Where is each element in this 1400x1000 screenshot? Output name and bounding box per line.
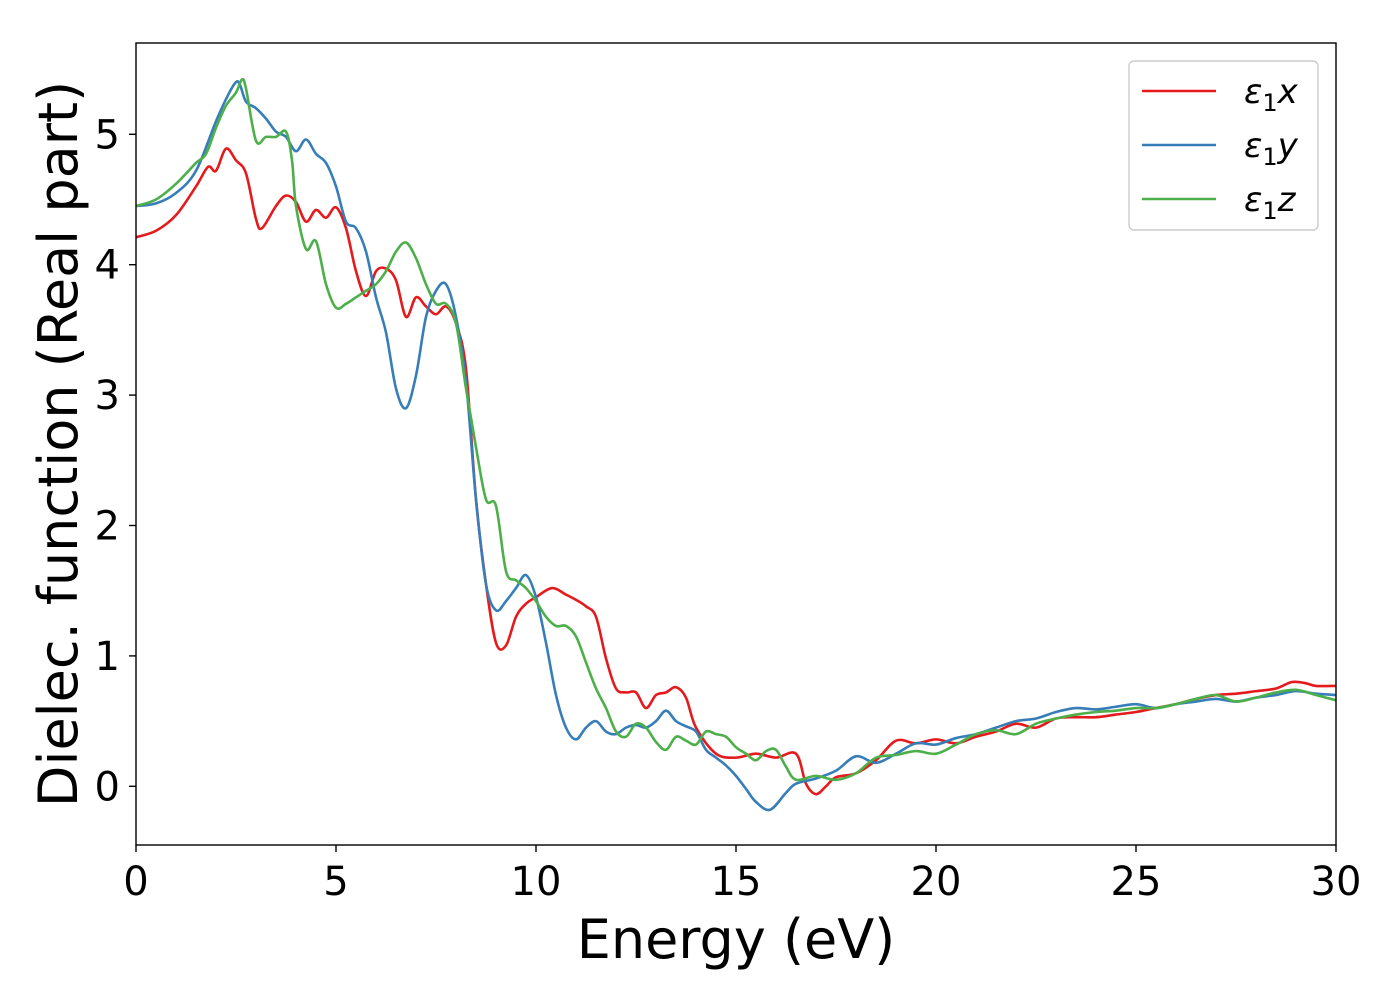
- legend-label: ε1y: [1244, 126, 1299, 171]
- series-line-e1y: [136, 80, 1336, 812]
- legend-subscript: 1: [1262, 197, 1277, 225]
- legend-symbol: ε: [1244, 180, 1262, 220]
- y-tick-label: 1: [95, 634, 120, 680]
- legend-axis-letter: x: [1277, 72, 1299, 112]
- y-tick-label: 0: [95, 764, 120, 810]
- x-tick-label: 10: [511, 859, 562, 905]
- y-tick-label: 2: [95, 504, 120, 550]
- y-tick-label: 4: [95, 243, 120, 289]
- y-axis: 0 1 2 3 4 5: [95, 112, 136, 810]
- x-tick-label: 15: [711, 859, 762, 905]
- x-axis: 0 5 10 15 20 25 30: [123, 845, 1361, 905]
- x-tick-label: 20: [911, 859, 962, 905]
- legend-entry-e1y: ε1y: [1142, 126, 1299, 171]
- x-tick-label: 5: [323, 859, 348, 905]
- legend-subscript: 1: [1262, 143, 1277, 171]
- y-tick-label: 3: [95, 373, 120, 419]
- series-line-e1z: [136, 77, 1336, 782]
- legend-symbol: ε: [1244, 72, 1262, 112]
- x-tick-label: 25: [1111, 859, 1162, 905]
- legend-label: ε1z: [1244, 180, 1297, 225]
- x-axis-title: Energy (eV): [577, 908, 896, 971]
- x-tick-label: 0: [123, 859, 148, 905]
- y-tick-label: 5: [95, 112, 120, 158]
- legend-entry-e1z: ε1z: [1142, 180, 1297, 225]
- x-tick-label: 30: [1311, 859, 1362, 905]
- legend-symbol: ε: [1244, 126, 1262, 166]
- y-axis-title: Dielec. function (Real part): [27, 81, 90, 807]
- series-layer: [136, 77, 1336, 812]
- legend-axis-letter: y: [1277, 126, 1299, 166]
- legend-entry-e1x: ε1x: [1142, 72, 1299, 117]
- legend-label: ε1x: [1244, 72, 1299, 117]
- legend-axis-letter: z: [1277, 180, 1297, 220]
- legend-frame: [1128, 60, 1319, 231]
- legend-subscript: 1: [1262, 89, 1277, 117]
